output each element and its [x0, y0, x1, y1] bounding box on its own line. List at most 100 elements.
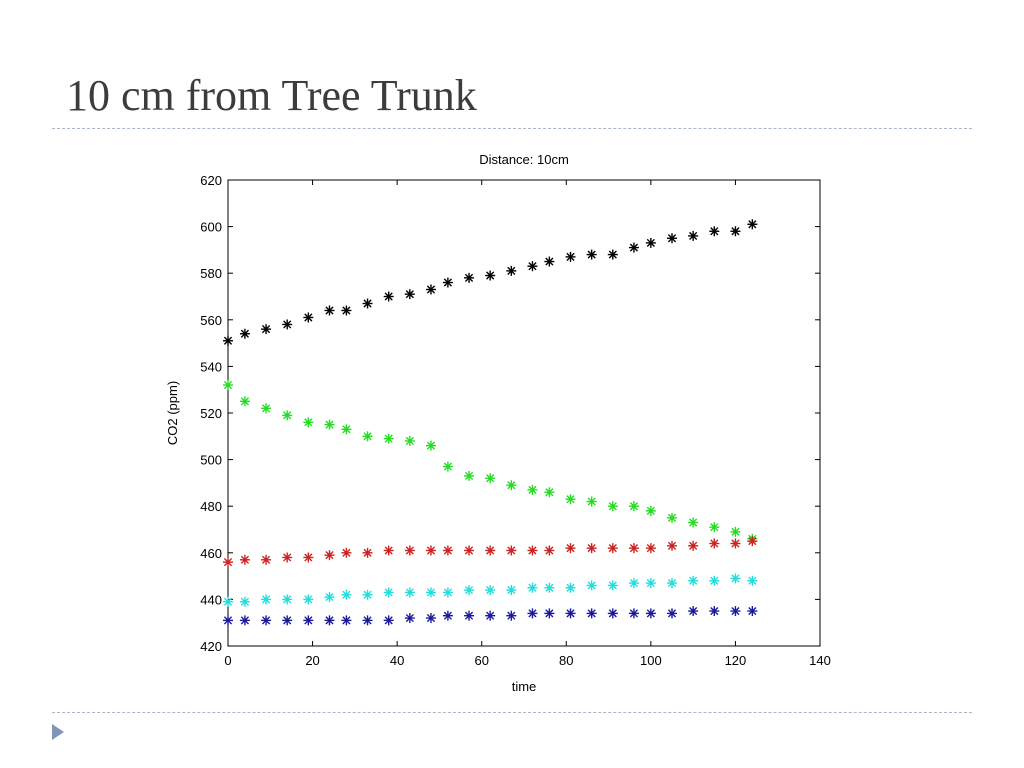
data-point-series-5	[442, 610, 453, 621]
data-point-series-1	[425, 284, 436, 295]
data-point-series-5	[709, 606, 720, 617]
data-point-series-2	[485, 473, 496, 484]
data-point-series-1	[341, 305, 352, 316]
data-point-series-3	[527, 545, 538, 556]
data-point-series-2	[324, 419, 335, 430]
data-point-series-3	[544, 545, 555, 556]
data-point-series-4	[383, 587, 394, 598]
data-point-series-2	[404, 435, 415, 446]
x-tick-label: 80	[559, 653, 573, 668]
data-point-series-4	[506, 585, 517, 596]
data-point-series-4	[362, 589, 373, 600]
data-point-series-3	[688, 540, 699, 551]
x-tick-label: 100	[640, 653, 662, 668]
data-point-series-2	[425, 440, 436, 451]
data-point-series-1	[442, 277, 453, 288]
data-point-series-2	[383, 433, 394, 444]
data-point-series-5	[607, 608, 618, 619]
data-point-series-3	[282, 552, 293, 563]
data-point-series-1	[239, 328, 250, 339]
data-point-series-4	[730, 573, 741, 584]
y-tick-label: 560	[200, 313, 222, 328]
x-tick-label: 20	[305, 653, 319, 668]
data-point-series-4	[485, 585, 496, 596]
data-point-series-5	[425, 613, 436, 624]
data-point-series-1	[709, 226, 720, 237]
data-point-series-1	[383, 291, 394, 302]
y-tick-label: 520	[200, 406, 222, 421]
data-point-series-4	[667, 578, 677, 589]
footer-divider	[52, 712, 972, 713]
data-point-series-3	[730, 538, 741, 549]
data-point-series-1	[645, 237, 656, 248]
data-point-series-4	[607, 580, 618, 591]
data-point-series-4	[261, 594, 272, 605]
data-point-series-1	[223, 335, 233, 346]
data-point-series-3	[341, 547, 352, 558]
data-point-series-2	[442, 461, 453, 472]
data-point-series-5	[239, 615, 250, 626]
x-axis-label: time	[512, 679, 537, 694]
data-point-series-2	[628, 501, 639, 512]
data-point-series-1	[506, 265, 517, 276]
y-tick-label: 620	[200, 173, 222, 188]
y-tick-label: 500	[200, 453, 222, 468]
data-point-series-2	[730, 526, 741, 537]
data-point-series-5	[688, 606, 699, 617]
data-point-series-3	[261, 554, 272, 565]
data-point-series-5	[303, 615, 314, 626]
data-point-series-2	[544, 487, 555, 498]
data-point-series-3	[565, 543, 576, 554]
data-point-series-2	[282, 410, 293, 421]
data-point-series-2	[362, 431, 373, 442]
data-point-series-2	[223, 380, 233, 391]
data-point-series-5	[628, 608, 639, 619]
data-point-series-1	[324, 305, 335, 316]
data-point-series-1	[404, 289, 415, 300]
data-point-series-2	[586, 496, 597, 507]
data-point-series-4	[688, 575, 699, 586]
data-point-series-5	[383, 615, 394, 626]
data-point-series-1	[607, 249, 618, 260]
data-point-series-4	[709, 575, 720, 586]
data-point-series-2	[565, 494, 576, 505]
data-point-series-2	[667, 512, 677, 523]
y-tick-label: 600	[200, 220, 222, 235]
x-tick-label: 0	[224, 653, 231, 668]
data-point-series-4	[586, 580, 597, 591]
data-point-series-4	[404, 587, 415, 598]
data-point-series-1	[586, 249, 597, 260]
data-point-series-5	[464, 610, 475, 621]
data-point-series-2	[464, 470, 475, 481]
data-point-series-4	[544, 582, 555, 593]
data-point-series-5	[261, 615, 272, 626]
data-point-series-5	[223, 615, 233, 626]
data-point-series-5	[506, 610, 517, 621]
data-point-series-2	[688, 517, 699, 528]
data-point-series-3	[362, 547, 373, 558]
data-point-series-1	[485, 270, 496, 281]
y-tick-label: 540	[200, 359, 222, 374]
data-point-series-1	[282, 319, 293, 330]
data-point-series-2	[341, 424, 352, 435]
y-axis-label: CO2 (ppm)	[165, 381, 180, 445]
y-tick-label: 440	[200, 592, 222, 607]
data-point-series-5	[485, 610, 496, 621]
data-point-series-4	[565, 582, 576, 593]
data-point-series-1	[362, 298, 373, 309]
data-points	[223, 219, 758, 626]
data-point-series-3	[223, 557, 233, 568]
data-point-series-1	[667, 233, 677, 244]
data-point-series-4	[324, 592, 335, 603]
data-point-series-1	[527, 261, 538, 272]
data-point-series-5	[645, 608, 656, 619]
data-point-series-2	[261, 403, 272, 414]
data-point-series-1	[688, 230, 699, 241]
data-point-series-4	[747, 575, 758, 586]
data-point-series-3	[628, 543, 639, 554]
data-point-series-5	[544, 608, 555, 619]
data-point-series-2	[239, 396, 250, 407]
data-point-series-3	[506, 545, 517, 556]
data-point-series-4	[425, 587, 436, 598]
data-point-series-5	[324, 615, 335, 626]
